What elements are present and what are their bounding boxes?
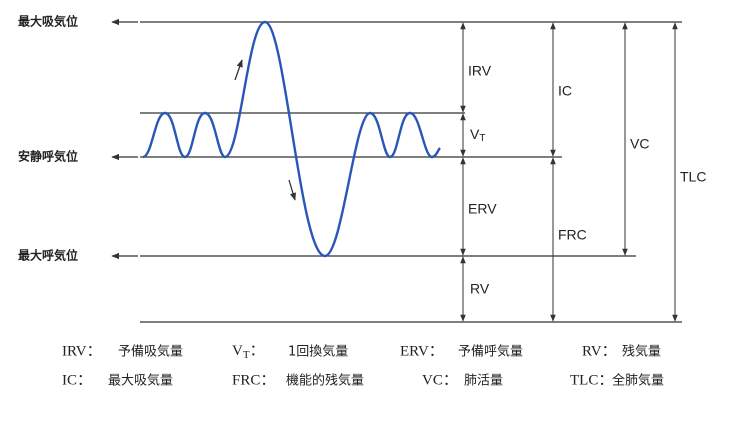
legend-abbr: TLC： bbox=[570, 372, 613, 388]
legend-abbr: ERV： bbox=[400, 343, 444, 359]
legend-text: 全肺気量 bbox=[612, 373, 664, 389]
flow-arrow bbox=[288, 179, 296, 201]
legend-abbr-sub: T bbox=[243, 349, 250, 361]
level-lines bbox=[111, 18, 682, 323]
flow-arrow bbox=[234, 59, 243, 81]
legend-abbr: IC： bbox=[62, 372, 92, 388]
legend-text: 1回換気量 bbox=[288, 344, 348, 360]
legend: IRV： 予備吸気量 VT： 1回換気量 ERV： 予備呼気量 RV： 残気量 IC： 最大吸気量… bbox=[62, 343, 664, 388]
legend-text: 機能的残気量 bbox=[286, 373, 364, 389]
segment-label: VT bbox=[470, 126, 485, 144]
legend-text: 残気量 bbox=[622, 344, 661, 360]
level-label: 最大呼気位 bbox=[18, 248, 78, 263]
legend-abbr: FRC： bbox=[232, 372, 275, 388]
segment-label: IC bbox=[558, 83, 572, 99]
legend-abbr: VT： bbox=[232, 343, 265, 360]
segment-label: ERV bbox=[468, 201, 497, 217]
legend-abbr: RV： bbox=[582, 343, 617, 359]
level-label: 最大吸気位 bbox=[18, 14, 78, 29]
legend-abbr-main: V bbox=[232, 343, 243, 359]
dimension-arrows bbox=[460, 22, 678, 322]
legend-text: 最大吸気量 bbox=[108, 373, 173, 389]
segment-label: RV bbox=[470, 281, 490, 297]
segment-label: VC bbox=[630, 136, 649, 152]
level-label: 安静呼気位 bbox=[18, 149, 78, 164]
legend-abbr: IRV： bbox=[62, 343, 102, 359]
segment-label: IRV bbox=[468, 63, 492, 79]
legend-abbr-sep: ： bbox=[250, 343, 265, 359]
segment-label: TLC bbox=[680, 169, 706, 185]
segment-sub: T bbox=[479, 133, 485, 144]
breathing-wave bbox=[142, 20, 441, 258]
legend-text: 予備吸気量 bbox=[118, 344, 183, 360]
legend-text: 予備呼気量 bbox=[458, 344, 523, 360]
legend-abbr: VC： bbox=[422, 372, 458, 388]
legend-text: 肺活量 bbox=[464, 374, 503, 389]
segment-label: FRC bbox=[558, 227, 587, 243]
segment-main: V bbox=[470, 126, 480, 142]
